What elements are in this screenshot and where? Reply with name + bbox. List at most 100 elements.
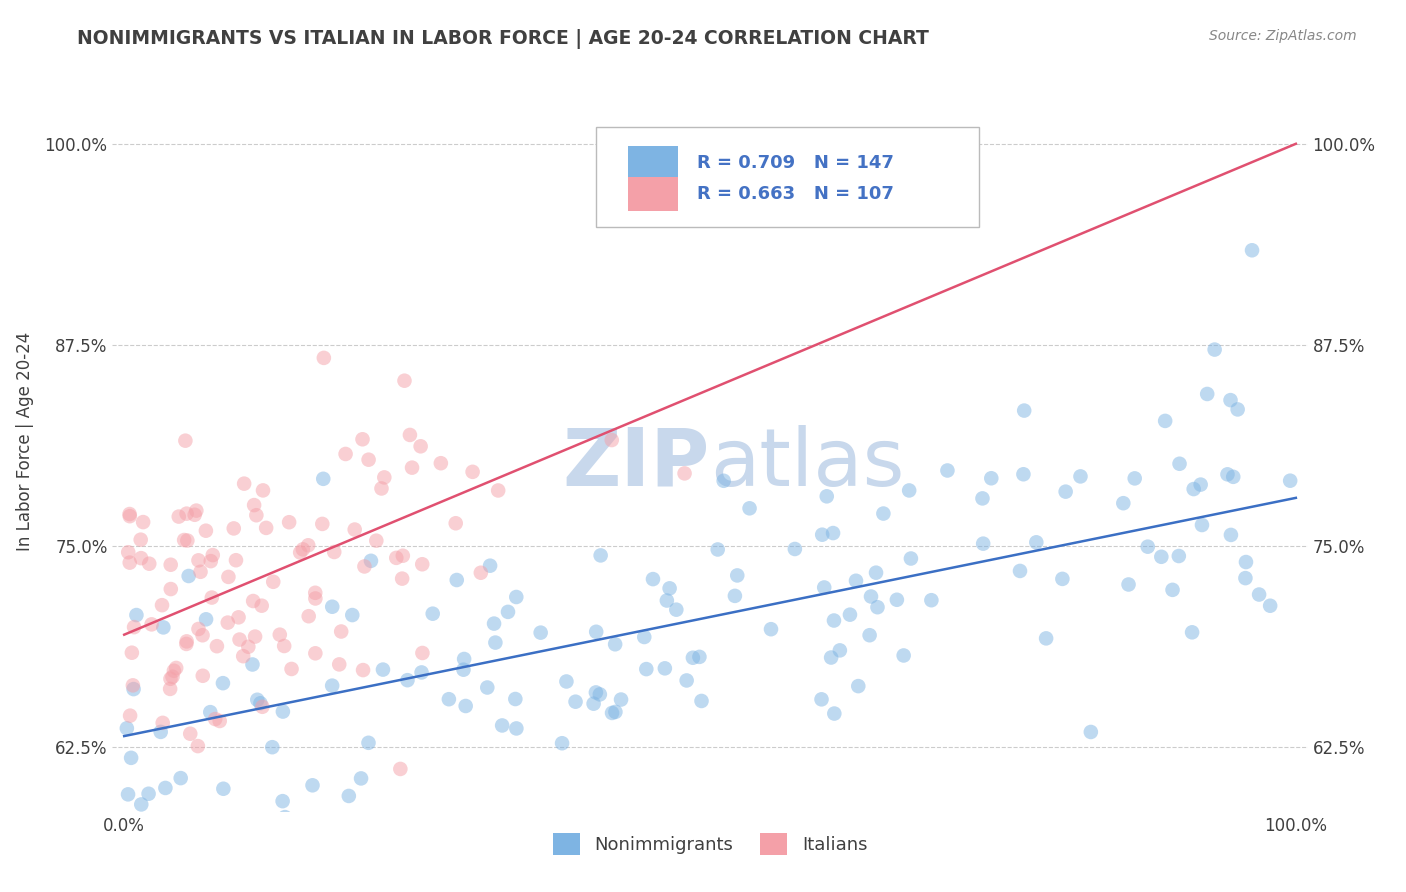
- Point: [373, 470, 395, 484]
- Point: [900, 551, 922, 566]
- Point: [187, 739, 209, 753]
- Point: [191, 669, 214, 683]
- Point: [422, 607, 444, 621]
- Point: [1226, 402, 1249, 417]
- Text: Source: ZipAtlas.com: Source: ZipAtlas.com: [1209, 29, 1357, 43]
- Point: [201, 548, 224, 562]
- Point: [486, 483, 509, 498]
- Point: [401, 460, 423, 475]
- Point: [335, 447, 357, 461]
- Point: [1234, 555, 1257, 569]
- Point: [641, 572, 664, 586]
- Point: [1279, 474, 1302, 488]
- Point: [1008, 564, 1031, 578]
- Point: [839, 607, 862, 622]
- Point: [823, 526, 845, 541]
- Point: [1025, 535, 1047, 549]
- Point: [323, 545, 346, 559]
- Point: [461, 465, 484, 479]
- Point: [249, 696, 271, 710]
- Point: [357, 452, 380, 467]
- Point: [252, 483, 274, 498]
- Point: [183, 508, 205, 522]
- Point: [167, 509, 190, 524]
- Point: [585, 624, 607, 639]
- Point: [1240, 244, 1263, 258]
- Point: [222, 521, 245, 535]
- Point: [605, 637, 627, 651]
- Point: [159, 582, 181, 596]
- Point: [120, 708, 142, 723]
- Point: [1054, 484, 1077, 499]
- Point: [1204, 343, 1226, 357]
- Point: [294, 868, 316, 882]
- Point: [194, 524, 217, 538]
- Point: [1234, 571, 1257, 585]
- Point: [271, 705, 294, 719]
- Point: [290, 545, 312, 559]
- Point: [291, 542, 314, 557]
- Point: [411, 665, 433, 680]
- Point: [360, 554, 382, 568]
- Point: [1150, 549, 1173, 564]
- Point: [810, 692, 832, 706]
- Legend: Nonimmigrants, Italians: Nonimmigrants, Italians: [546, 825, 875, 862]
- Point: [589, 549, 612, 563]
- Point: [920, 593, 942, 607]
- Point: [1052, 572, 1074, 586]
- Point: [174, 434, 197, 448]
- Point: [330, 624, 353, 639]
- FancyBboxPatch shape: [627, 146, 678, 180]
- Point: [243, 630, 266, 644]
- Point: [301, 778, 323, 792]
- Point: [371, 663, 394, 677]
- Point: [980, 471, 1002, 485]
- Point: [271, 794, 294, 808]
- Text: R = 0.663   N = 107: R = 0.663 N = 107: [697, 185, 894, 202]
- Point: [311, 516, 333, 531]
- Point: [1080, 725, 1102, 739]
- Point: [636, 662, 658, 676]
- Point: [811, 527, 834, 541]
- Point: [245, 508, 267, 523]
- Point: [713, 474, 735, 488]
- Point: [233, 476, 256, 491]
- Point: [828, 643, 851, 657]
- Point: [589, 687, 612, 701]
- Point: [177, 569, 200, 583]
- Point: [446, 573, 468, 587]
- Point: [122, 678, 145, 692]
- Point: [204, 712, 226, 726]
- Point: [585, 685, 607, 699]
- Point: [859, 590, 882, 604]
- Point: [125, 608, 148, 623]
- Point: [409, 439, 432, 453]
- Point: [1182, 482, 1205, 496]
- Point: [337, 789, 360, 803]
- Point: [1181, 625, 1204, 640]
- Point: [118, 509, 141, 524]
- Point: [193, 835, 215, 849]
- Point: [163, 664, 186, 678]
- Point: [357, 736, 380, 750]
- Point: [254, 521, 277, 535]
- Point: [725, 568, 748, 582]
- Point: [352, 432, 374, 446]
- Point: [505, 590, 527, 604]
- Point: [132, 515, 155, 529]
- Point: [186, 503, 208, 517]
- Point: [658, 582, 681, 596]
- Point: [129, 797, 152, 812]
- Point: [117, 788, 139, 802]
- Point: [479, 558, 502, 573]
- Point: [1069, 469, 1091, 483]
- Point: [654, 661, 676, 675]
- Point: [972, 491, 994, 506]
- Point: [477, 681, 499, 695]
- Point: [496, 605, 519, 619]
- Point: [1168, 457, 1191, 471]
- Point: [350, 772, 373, 786]
- Point: [673, 467, 696, 481]
- Point: [444, 516, 467, 531]
- Point: [675, 673, 697, 688]
